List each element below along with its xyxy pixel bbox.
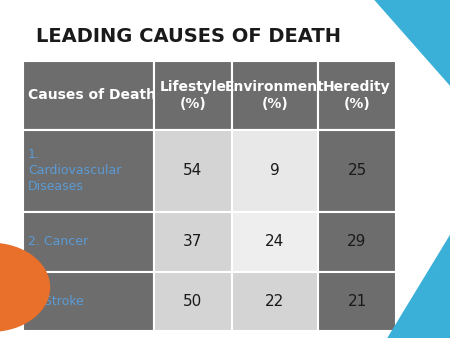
- Text: 37: 37: [183, 234, 202, 249]
- Text: 2. Cancer: 2. Cancer: [28, 235, 88, 248]
- Text: 54: 54: [183, 163, 202, 178]
- Text: Environment
(%): Environment (%): [225, 80, 325, 111]
- Text: 3. Stroke: 3. Stroke: [28, 295, 84, 308]
- Text: 24: 24: [266, 234, 284, 249]
- Text: 50: 50: [183, 294, 202, 309]
- Text: 22: 22: [266, 294, 284, 309]
- Text: 25: 25: [347, 163, 367, 178]
- Text: Heredity
(%): Heredity (%): [323, 80, 391, 111]
- Text: Lifestyle
(%): Lifestyle (%): [159, 80, 226, 111]
- Text: LEADING CAUSES OF DEATH: LEADING CAUSES OF DEATH: [36, 27, 341, 46]
- Text: Causes of Death: Causes of Death: [28, 89, 156, 102]
- Text: 1.
Cardiovascular
Diseases: 1. Cardiovascular Diseases: [28, 148, 122, 193]
- Text: 21: 21: [347, 294, 367, 309]
- Text: 9: 9: [270, 163, 280, 178]
- Text: 29: 29: [347, 234, 367, 249]
